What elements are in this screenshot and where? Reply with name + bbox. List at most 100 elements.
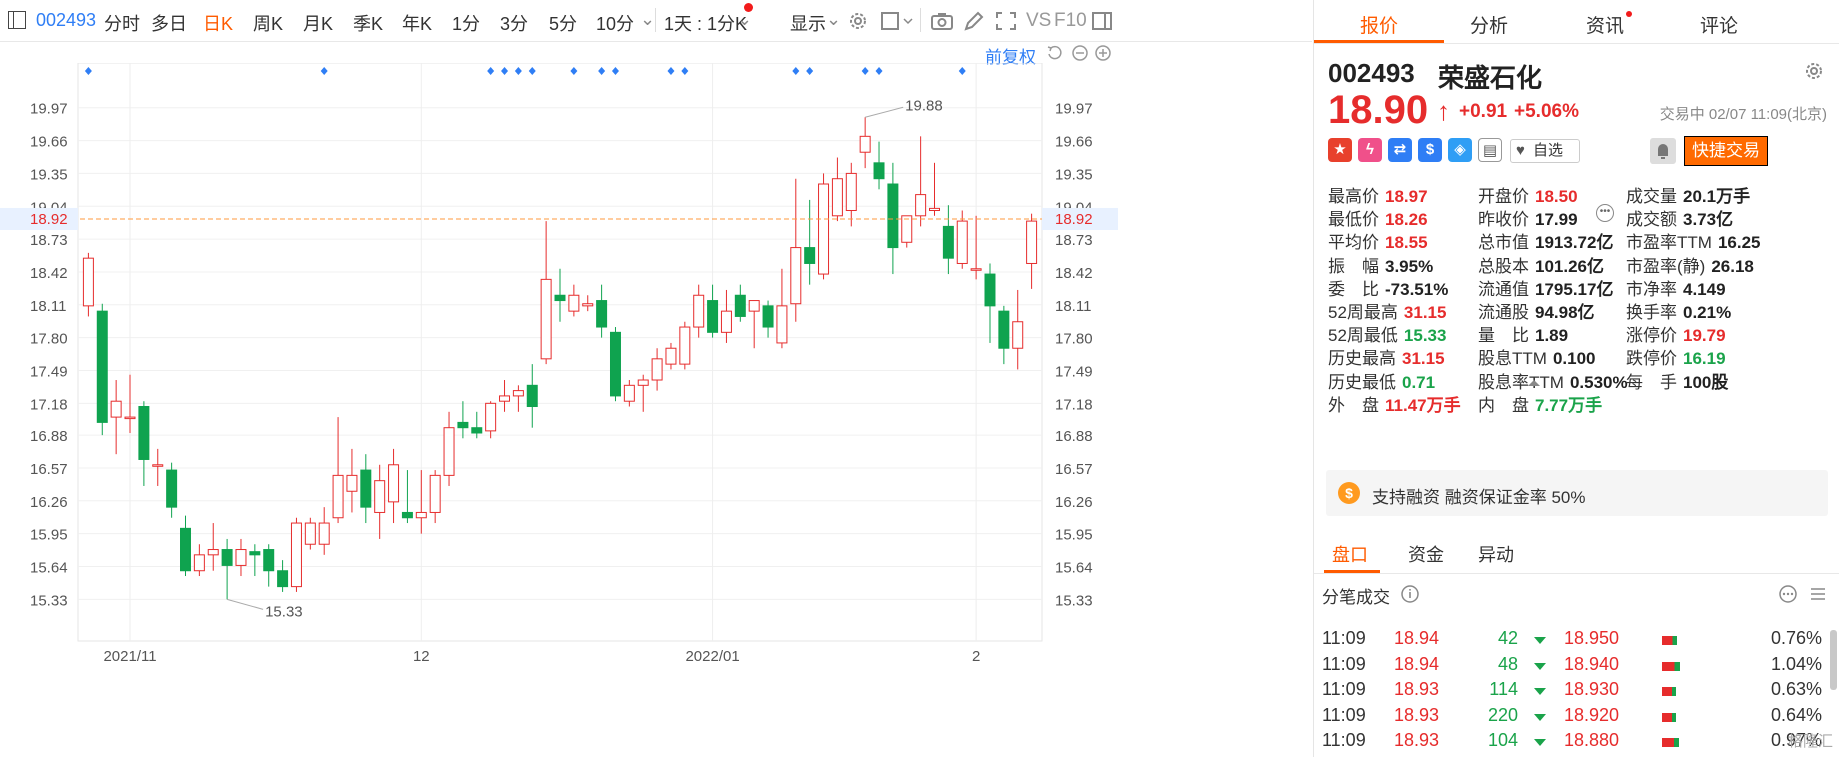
- zoom-in-icon: [1095, 45, 1111, 61]
- period-tab-10min[interactable]: 10分: [596, 14, 635, 34]
- stat-item: 委 比 -73.51%: [1328, 275, 1448, 301]
- camera-icon[interactable]: [930, 10, 954, 32]
- candle-up: [304, 522, 316, 545]
- dollar-icon[interactable]: $: [1418, 138, 1442, 162]
- tab-analysis[interactable]: 分析: [1470, 16, 1509, 37]
- period-tab-1min[interactable]: 1分: [452, 14, 481, 34]
- more-options-icon[interactable]: [1778, 584, 1798, 604]
- stat-item: 外 盘 11.47万手: [1328, 391, 1461, 417]
- tab-quote[interactable]: 报价: [1360, 16, 1399, 37]
- tick-row: 11:09 18.93 104 18.880 0.97%: [1314, 730, 1824, 757]
- candle-up: [790, 247, 802, 305]
- candle-down: [277, 570, 289, 588]
- display-menu[interactable]: 显示: [790, 14, 826, 34]
- display-chevron-icon[interactable]: ⌄: [826, 9, 842, 29]
- vs-compare-button[interactable]: VS: [1026, 10, 1052, 31]
- period-tab-5min[interactable]: 5分: [549, 14, 578, 34]
- x-tick-label: 2: [972, 648, 980, 665]
- tick-row: 11:09 18.94 48 18.940 1.04%: [1314, 654, 1824, 682]
- event-marker-icon: [611, 67, 619, 75]
- stat-value: 20.1万手: [1683, 187, 1751, 206]
- info-icon[interactable]: [1400, 584, 1420, 604]
- trading-status: 交易中 02/07 11:09(北京): [1659, 106, 1827, 123]
- quick-trade-button[interactable]: 快捷交易: [1684, 136, 1768, 166]
- candle-down: [166, 469, 178, 508]
- period-tab-month[interactable]: 月K: [303, 14, 334, 34]
- list-view-icon[interactable]: [1808, 584, 1828, 604]
- stat-label: 最高价: [1328, 187, 1379, 206]
- draw-box-icon[interactable]: [880, 10, 914, 32]
- china-flag-icon[interactable]: ★: [1328, 138, 1352, 162]
- stat-label: 平均价: [1328, 233, 1379, 253]
- stat-label: 股息率TTM: [1478, 372, 1564, 392]
- side-panel-icon[interactable]: [1090, 10, 1114, 32]
- candle-down: [804, 247, 816, 264]
- sell-arrow-icon: [1534, 662, 1546, 670]
- ticks-title: 分笔成交: [1322, 588, 1390, 607]
- period-tab-fenshi[interactable]: 分时: [104, 14, 140, 34]
- shuffle-icon[interactable]: ⇄: [1388, 138, 1412, 162]
- sell-arrow-icon: [1534, 713, 1546, 721]
- period-tab-day[interactable]: 日K: [203, 14, 234, 34]
- stat-value: 16.25: [1717, 233, 1761, 253]
- tick-ratio-bar: [1662, 687, 1676, 696]
- period-tab-quarter[interactable]: 季K: [353, 14, 384, 34]
- tab-news[interactable]: 资讯: [1586, 16, 1625, 37]
- fullscreen-icon[interactable]: [994, 10, 1018, 32]
- stat-value: 18.26: [1385, 210, 1428, 230]
- bookmark-icon[interactable]: ▤: [1478, 138, 1502, 162]
- range-select[interactable]: 1天 : 1分K: [664, 14, 748, 34]
- range-chevron-icon[interactable]: ⌄: [737, 9, 753, 29]
- min-label: 15.33: [265, 603, 303, 620]
- stat-item: 市净率 4.149: [1626, 275, 1726, 301]
- stat-value: 11.47万手: [1385, 395, 1461, 415]
- y-tick-label-right: 16.88: [1055, 428, 1093, 445]
- stat-item: 昨收价 17.99: [1478, 205, 1578, 231]
- stat-value: 0.100: [1552, 349, 1596, 369]
- stat-label: 最低价: [1328, 210, 1379, 230]
- bell-icon[interactable]: [1650, 138, 1676, 164]
- tab-comments[interactable]: 评论: [1700, 16, 1739, 37]
- event-marker-icon: [320, 67, 328, 75]
- panel-settings-gear-icon[interactable]: [1803, 60, 1825, 82]
- tag-icon[interactable]: ◈: [1448, 138, 1472, 162]
- y-tick-label-left: 15.64: [30, 559, 68, 576]
- candle-up: [929, 207, 940, 211]
- candle-up: [1012, 321, 1024, 349]
- lightning-icon[interactable]: ϟ: [1358, 138, 1382, 162]
- period-tab-year[interactable]: 年K: [402, 14, 433, 34]
- fuquan-toggle[interactable]: 前复权: [985, 48, 1036, 67]
- period-tab-duori[interactable]: 多日: [151, 14, 187, 34]
- dollar-circle-icon: $: [1338, 482, 1360, 504]
- y-tick-label-left: 16.26: [30, 494, 68, 511]
- candle-down: [138, 406, 150, 460]
- stat-item: 成交量 20.1万手: [1626, 182, 1750, 208]
- candle-up: [568, 294, 580, 312]
- stat-item: 股息TTM 0.100: [1478, 344, 1595, 370]
- stat-value: 101.26亿: [1535, 256, 1604, 276]
- add-watchlist-button[interactable]: ♥ 自选: [1510, 139, 1580, 163]
- period-tab-3min[interactable]: 3分: [500, 14, 529, 34]
- f10-button[interactable]: F10: [1054, 10, 1087, 31]
- settings-gear-icon[interactable]: [846, 10, 870, 32]
- tab-pankou[interactable]: 盘口: [1332, 545, 1368, 565]
- sidebar-toggle-icon[interactable]: [8, 11, 26, 29]
- ticks-scrollbar[interactable]: [1830, 630, 1837, 690]
- tab-zijin[interactable]: 资金: [1408, 545, 1444, 565]
- candle-up: [665, 347, 677, 365]
- period-tab-week[interactable]: 周K: [253, 14, 284, 34]
- stat-label: 成交量: [1626, 187, 1677, 206]
- pen-icon[interactable]: [962, 10, 986, 32]
- tick-row: 11:09 18.93 220 18.920 0.64%: [1314, 705, 1824, 733]
- candle-up: [499, 395, 511, 402]
- period-dropdown-chevron-icon[interactable]: ⌄: [640, 9, 656, 29]
- tick-price: 18.94: [1394, 653, 1440, 674]
- tab-yidong[interactable]: 异动: [1478, 545, 1514, 565]
- tick-level: 18.940: [1564, 653, 1620, 674]
- market-cap-more-icon[interactable]: •••: [1596, 204, 1614, 222]
- collapse-chevron-icon[interactable]: [1528, 380, 1540, 386]
- zoom-controls[interactable]: [1046, 44, 1112, 62]
- y-tick-label-right: 17.18: [1055, 396, 1093, 413]
- candle-up: [970, 268, 982, 271]
